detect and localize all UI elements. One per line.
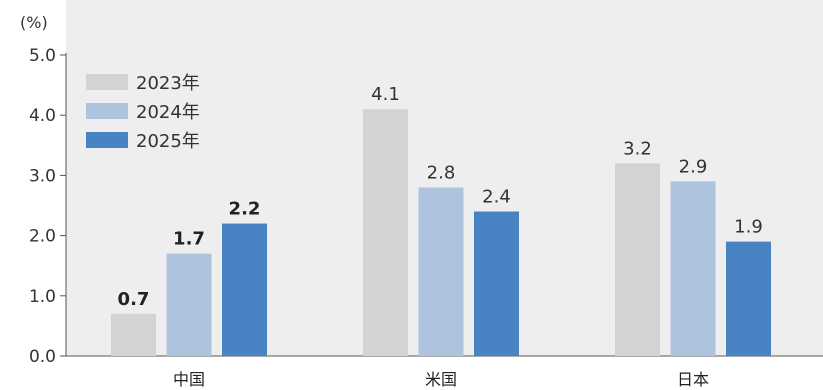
value-label: 1.9 (734, 217, 763, 238)
y-tick-label: 5.0 (29, 46, 56, 66)
value-label: 4.1 (371, 84, 400, 105)
value-label: 1.7 (173, 229, 205, 250)
category-label: 米国 (425, 370, 457, 389)
legend: 2023年 2024年 2025年 (86, 73, 200, 152)
y-tick-label: 4.0 (29, 106, 56, 126)
bar (111, 313, 156, 356)
value-label: 2.2 (229, 199, 261, 220)
legend-swatch (86, 103, 128, 119)
y-tick-label: 0.0 (29, 347, 56, 367)
value-label: 2.8 (427, 162, 456, 183)
bar (418, 187, 464, 356)
value-label: 2.9 (679, 156, 708, 177)
bar (363, 109, 408, 357)
legend-label: 2024年 (136, 102, 200, 123)
category-labels: 中国 米国 日本 (173, 370, 709, 389)
legend-swatch (86, 132, 128, 148)
category-label: 中国 (173, 370, 205, 389)
bar (726, 241, 771, 356)
bar (474, 211, 519, 356)
value-label: 3.2 (623, 138, 652, 159)
legend-swatch (86, 74, 128, 90)
legend-label: 2023年 (136, 73, 200, 94)
category-label: 日本 (677, 370, 709, 389)
value-labels: 0.7 1.7 2.2 4.1 2.8 2.4 3.2 2.9 1.9 (118, 84, 763, 310)
legend-label: 2025年 (136, 131, 200, 152)
bar (166, 253, 212, 356)
bar (670, 181, 716, 356)
value-label: 2.4 (482, 187, 511, 208)
y-tick-label: 1.0 (29, 287, 56, 307)
value-label: 0.7 (118, 289, 150, 310)
bar (222, 223, 267, 356)
bars (111, 109, 771, 357)
unit-label: (%) (20, 13, 48, 32)
bar (615, 163, 660, 356)
y-tick-label: 2.0 (29, 227, 56, 247)
y-tick-label: 3.0 (29, 166, 56, 186)
